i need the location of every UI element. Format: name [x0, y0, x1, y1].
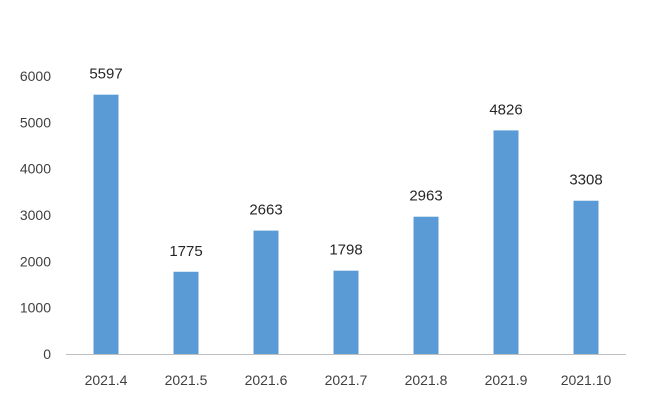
x-tick-label: 2021.6 — [245, 372, 288, 388]
y-tick-label: 6000 — [20, 68, 51, 84]
bar-2021.7 — [333, 270, 359, 354]
value-label: 3308 — [569, 172, 602, 189]
x-tick-label: 2021.7 — [325, 372, 368, 388]
x-axis-ticks: 2021.4 2021.5 2021.6 2021.7 2021.8 2021.9 2021… — [85, 372, 612, 388]
bar-2021.8 — [413, 216, 439, 354]
value-label: 5597 — [89, 66, 122, 83]
y-tick-label: 5000 — [20, 114, 51, 130]
value-label: 2963 — [409, 188, 442, 205]
bar-2021.9 — [493, 130, 519, 354]
x-tick-label: 2021.4 — [85, 372, 128, 388]
x-tick-label: 2021.10 — [561, 372, 612, 388]
x-tick-label: 2021.8 — [405, 372, 448, 388]
bar-2021.4 — [93, 94, 119, 355]
x-tick-label: 2021.9 — [485, 372, 528, 388]
y-tick-label: 0 — [43, 346, 51, 362]
value-label: 1775 — [169, 243, 202, 260]
value-label: 2663 — [249, 202, 282, 219]
value-labels-group: 5597 1775 2663 1798 2963 4826 3308 — [89, 66, 602, 260]
x-tick-label: 2021.5 — [165, 372, 208, 388]
y-tick-label: 2000 — [20, 253, 51, 269]
bars-group — [93, 94, 599, 355]
y-tick-label: 4000 — [20, 161, 51, 177]
bar-2021.6 — [253, 230, 279, 354]
value-label: 4826 — [489, 101, 522, 118]
bar-2021.10 — [573, 200, 599, 354]
value-label: 1798 — [329, 242, 362, 259]
bar-2021.5 — [173, 271, 199, 354]
y-tick-label: 1000 — [20, 300, 51, 316]
y-axis-ticks: 0 1000 2000 3000 4000 5000 6000 — [20, 68, 51, 362]
y-tick-label: 3000 — [20, 207, 51, 223]
